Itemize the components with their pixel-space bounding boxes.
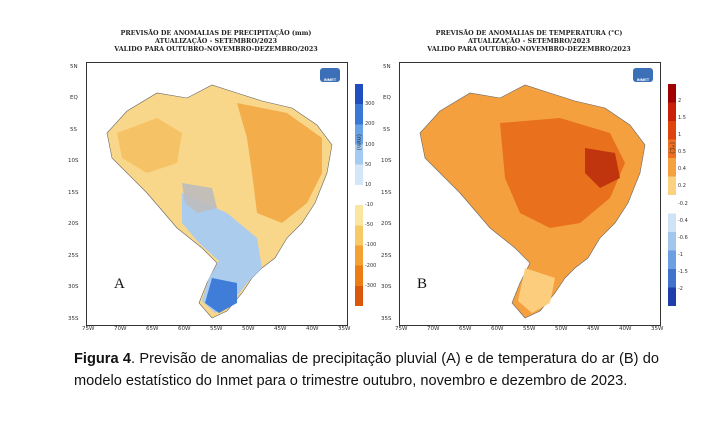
colorbar-tick-label: -200 xyxy=(365,262,377,269)
precip-neutral-zone xyxy=(182,183,217,213)
lon-tick: 55W xyxy=(210,326,223,332)
precip-strong-positive-zone xyxy=(205,278,237,313)
precip-positive-zone xyxy=(182,193,262,313)
colorbar-tick-label: 2 xyxy=(678,98,682,105)
temp-hot-core xyxy=(585,148,620,188)
map-title-line-3: VALIDO PARA OUTUBRO-NOVEMBRO-DEZEMBRO/20… xyxy=(114,45,318,53)
precipitation-map-panel: PREVISÃO DE ANOMALIAS DE PRECIPITAÇÃO (m… xyxy=(66,24,376,336)
lat-tick: 25S xyxy=(381,253,392,259)
lon-tick: 60W xyxy=(491,326,504,332)
colorbar-tick-label: -50 xyxy=(365,222,374,229)
colorbar-tick-label: -300 xyxy=(365,282,377,289)
lon-tick: 75W xyxy=(82,326,95,332)
colorbar-tick-label: 50 xyxy=(365,161,372,168)
colorbar-tick-label: -2 xyxy=(678,285,683,292)
lat-tick: 25S xyxy=(68,253,79,259)
map-title-line-1: PREVISÃO DE ANOMALIAS DE PRECIPITAÇÃO (m… xyxy=(120,29,312,37)
lon-tick: 40W xyxy=(306,326,319,332)
colorbar-tick-label: 10 xyxy=(365,181,372,188)
lon-tick: 45W xyxy=(587,326,600,332)
lon-tick: 35W xyxy=(338,326,351,332)
lat-tick: EQ xyxy=(383,95,391,101)
colorbar-tick-label: 100 xyxy=(365,141,375,148)
panel-letter: A xyxy=(114,276,125,292)
logo-text: INMET xyxy=(636,77,650,82)
lat-tick: 10S xyxy=(68,158,79,164)
lat-tick: 20S xyxy=(381,221,392,227)
lon-tick: 70W xyxy=(427,326,440,332)
lat-tick: 5S xyxy=(70,127,77,133)
temperature-map-panel: PREVISÃO DE ANOMALIAS DE TEMPERATURA (°C… xyxy=(379,24,688,336)
colorbar-unit: (°C) xyxy=(668,142,675,154)
lat-tick: 15S xyxy=(381,190,392,196)
temperature-map xyxy=(419,84,646,319)
figure-caption: Figura 4. Previsão de anomalias de preci… xyxy=(74,348,659,392)
logo-text: INMET xyxy=(323,77,337,82)
lat-tick: 5N xyxy=(70,64,78,70)
colorbar-tick-label: 0.5 xyxy=(678,149,686,156)
lon-tick: 45W xyxy=(274,326,287,332)
lat-tick: 30S xyxy=(381,284,392,290)
colorbar-tick-label: -0.4 xyxy=(678,217,688,224)
lat-tick: 20S xyxy=(68,221,79,227)
precipitation-colorbar xyxy=(355,84,363,306)
lon-tick: 65W xyxy=(146,326,159,332)
caption-text: . Previsão de anomalias de precipitação … xyxy=(74,351,659,389)
colorbar-unit: (mm) xyxy=(355,134,362,151)
colorbar-tick-label: -1 xyxy=(678,251,683,258)
lon-tick: 65W xyxy=(459,326,472,332)
map-title-line-2: ATUALIZAÇÃO - SETEMBRO/2023 xyxy=(154,37,278,45)
precip-negative-zone xyxy=(237,103,322,223)
temperature-colorbar xyxy=(668,84,676,306)
lat-tick: 10S xyxy=(381,158,392,164)
lon-tick: 50W xyxy=(555,326,568,332)
lat-tick: 5S xyxy=(383,127,390,133)
colorbar-tick-label: -0.2 xyxy=(678,200,688,207)
inmet-logo: INMET xyxy=(633,68,653,82)
lon-tick: 60W xyxy=(178,326,191,332)
colorbar-tick-label: -100 xyxy=(365,242,377,249)
colorbar-tick-label: 0.4 xyxy=(678,166,686,173)
lon-tick: 40W xyxy=(619,326,632,332)
inmet-logo: INMET xyxy=(320,68,340,82)
panel-letter: B xyxy=(417,276,428,292)
map-frame xyxy=(399,62,661,326)
lat-tick: 35S xyxy=(381,316,392,322)
colorbar-tick-label: 300 xyxy=(365,101,375,108)
map-frame xyxy=(86,62,348,326)
temp-strong-warm-zone xyxy=(500,118,625,228)
colorbar-tick-label: -10 xyxy=(365,202,374,209)
lat-tick: 35S xyxy=(68,316,79,322)
colorbar-tick-label: -1.5 xyxy=(678,268,688,275)
colorbar-tick-label: 200 xyxy=(365,121,375,128)
caption-label: Figura 4 xyxy=(74,351,132,367)
map-title-line-2: ATUALIZAÇÃO - SETEMBRO/2023 xyxy=(467,37,591,45)
lon-tick: 35W xyxy=(651,326,664,332)
lon-tick: 50W xyxy=(242,326,255,332)
lat-tick: EQ xyxy=(70,95,78,101)
temp-mild-south-zone xyxy=(518,268,555,313)
colorbar-tick-label: 0.2 xyxy=(678,183,686,190)
colorbar-tick-label: 1.5 xyxy=(678,115,686,122)
lat-tick: 30S xyxy=(68,284,79,290)
lon-tick: 55W xyxy=(523,326,536,332)
lon-tick: 75W xyxy=(395,326,408,332)
lon-tick: 70W xyxy=(114,326,127,332)
precipitation-map xyxy=(106,84,333,319)
precip-west-zone xyxy=(117,118,182,173)
map-title-line-1: PREVISÃO DE ANOMALIAS DE TEMPERATURA (°C… xyxy=(435,29,623,37)
map-title-line-3: VALIDO PARA OUTUBRO-NOVEMBRO-DEZEMBRO/20… xyxy=(427,45,631,53)
lat-tick: 5N xyxy=(383,64,391,70)
colorbar-tick-label: -0.6 xyxy=(678,234,688,241)
lat-tick: 15S xyxy=(68,190,79,196)
colorbar-tick-label: 1 xyxy=(678,132,682,139)
